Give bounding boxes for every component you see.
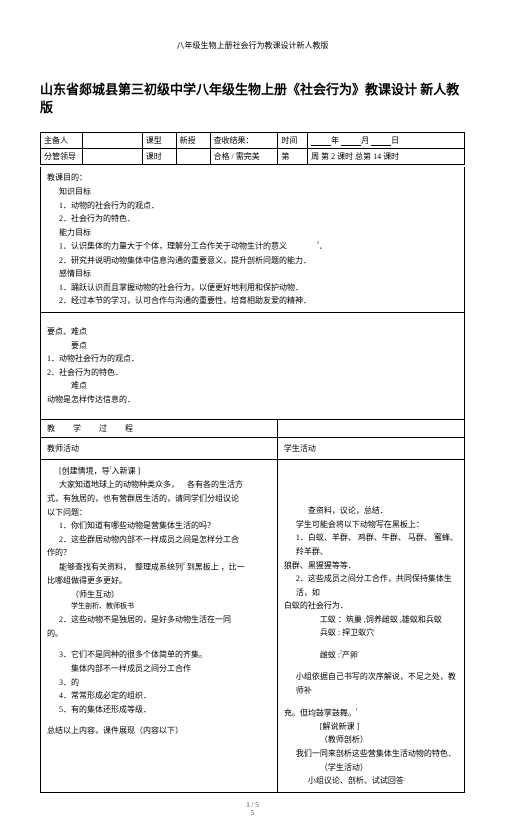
df1: 动物是怎样传达信息的． (47, 393, 458, 407)
activity-content: [创建情境，导²入新课 ] 大家知道地球上的动物种类众多， 各有各的生活方 式，… (40, 460, 465, 793)
ta1: [创建情境，导²入新课 ] (47, 464, 271, 478)
cell-fenguan: 分管领导 (41, 149, 83, 165)
teacher-activity-label: 教师活动 (41, 438, 278, 460)
student-activity-label: 学生活动 (278, 438, 464, 460)
cell-hege: 合格 / 需完美 (210, 149, 278, 165)
ta13: 的。 (47, 627, 271, 641)
emotion-goal: 感情目标 (47, 267, 458, 281)
process-label: 教学过程 (41, 420, 278, 437)
sa3: 1．白蚁、羊群、 鸡群、牛群、 马群、 蜜蜂、 羚羊群、 (284, 531, 458, 558)
document-title: 山东省郯城县第三初级中学八年级生物上册《社会行为》教课设计 新人教版 (40, 81, 465, 117)
ta6: 2．这些群居动物内部不一样成员之间是怎样分工合 (47, 533, 271, 547)
sa2: 学生可能会将以下动物写在黑板上： (284, 518, 458, 532)
ta9: 比哪组做得更多更好。 (47, 574, 271, 588)
ta8: 能够查找有关资料， 整理成系统列² 到黑板上 ，比一 (47, 560, 271, 574)
ta15: 集体内部不一样成员之间分工合作 (47, 662, 271, 676)
ta4: 以下问题： (47, 506, 271, 520)
eg1: 1．踊跃认识而且掌握动物的社会行为，以便更好地利用和保护动物． (47, 281, 458, 295)
cell-keshi-label: 课时 (142, 149, 176, 165)
difficult-title: 难点 (47, 379, 458, 393)
ta14: 3．它们不是同种的很多个体简单的齐集。 (47, 648, 271, 662)
sa9: 雌蚁 :²产卵 (284, 648, 458, 662)
ta18: 5．有的集体还形成等级． (47, 703, 271, 717)
ta7: 作的？ (47, 546, 271, 560)
cell-blank2 (83, 149, 142, 165)
cell-zhuberen: 主备人 (41, 133, 83, 149)
kg1: 1．动物的社会行为的观点． (47, 199, 458, 213)
sa8: 兵蚁 : 捍卫蚁穴 (284, 626, 458, 640)
sa6: 白蚁的社会行为． (284, 599, 458, 613)
sa10: 小组依据自己书写的次序解说，不足之处，教师补 (284, 670, 458, 697)
goals-box: 教课目的： 知识目标 1．动物的社会行为的观点． 2．社会行为的特色． 能力目标… (40, 167, 465, 313)
cell-date: 年 月 日 (308, 133, 465, 149)
sa5: 2．这些成员之间分工合作，共同保持集体生活，如 (284, 572, 458, 599)
cell-time-label: 时间 (278, 133, 308, 149)
cell-zhou: 周 第 2 课时 总第 14 课时 (308, 149, 465, 165)
ag1: 1．认识集体的力量大于个体，理解分工合作关于动物生计的意义²． (47, 239, 458, 253)
ta5: 1．你们知道有哪些动物是营集体生活的吗？ (47, 519, 271, 533)
info-table: 主备人 课型 新授 查收结果： 时间 年 月 日 分管领导 课时 合格 / 需完… (40, 132, 465, 165)
teacher-column: [创建情境，导²入新课 ] 大家知道地球上的动物种类众多， 各有各的生活方 式，… (41, 460, 278, 792)
sa16: 小组议论、剖析、试试回答 (284, 774, 458, 788)
cell-keshi-value (176, 149, 210, 165)
ta3: 式，有独居的，也有营群居生活的，请同学们分组议论 (47, 492, 271, 506)
ta12: 2．这些动物不是独居的，是好多动物生活在一同 (47, 613, 271, 627)
kg2: 2．社会行为的特色． (47, 212, 458, 226)
sa14: 我们一同来剖析这些营集体生活动物的特色． (284, 747, 458, 761)
sa11: 充。但均鼓掌鼓舞。¹ (284, 706, 458, 720)
ta16: 3．的 (47, 676, 271, 690)
sa12: [解说新课 ] (284, 720, 458, 734)
ta11: 学生剖析、教师板书 (47, 601, 271, 613)
points-sub: 要点 (47, 339, 458, 353)
info-row-1: 主备人 课型 新授 查收结果： 时间 年 月 日 (41, 133, 465, 149)
ta17: 4．常常形成必定的组织． (47, 689, 271, 703)
page-footer: 1 / 55 (40, 801, 465, 817)
process-header: 教学过程 (40, 420, 465, 438)
eg2: 2．经过本节的学习，认可合作与沟通的重要性，培育相助友爱的精神． (47, 294, 458, 308)
pt1: 1．动物社会行为的观点． (47, 352, 458, 366)
info-row-2: 分管领导 课时 合格 / 需完美 第 周 第 2 课时 总第 14 课时 (41, 149, 465, 165)
activity-header: 教师活动 学生活动 (40, 438, 465, 461)
sa15: （学生活动） (284, 761, 458, 775)
sa7: 工蚁 ：筑巢 ,饲养雌蚁 ,雄蚁和兵蚁 (284, 613, 458, 627)
sa4: 狼群、黑猩猩等等． (284, 559, 458, 573)
cell-ketype-label: 课型 (142, 133, 176, 149)
goals-title: 教课目的： (47, 171, 458, 185)
ability-goal: 能力目标 (47, 226, 458, 240)
ag2: 2．研究并说明动物集体中信息沟通的重要意义，提升剖析问题的能力． (47, 254, 458, 268)
ta2: 大家知道地球上的动物种类众多， 各有各的生活方 (47, 478, 271, 492)
cell-blank (83, 133, 142, 149)
pt2: 2．社会行为的特色． (47, 366, 458, 380)
student-column: 查资料，议论，总结． 学生可能会将以下动物写在黑板上： 1．白蚁、羊群、 鸡群、… (278, 460, 464, 792)
cell-chasou: 查收结果： (210, 133, 278, 149)
cell-ketype-value: 新授 (176, 133, 210, 149)
process-right (278, 420, 464, 437)
ta19: 总结以上内容，课件展现（内容以下） (47, 724, 271, 738)
points-title: 要点、难点 (47, 325, 458, 339)
knowledge-goal: 知识目标 (47, 185, 458, 199)
page-header: 八年级生物上册社会行为教课设计新人教版 (40, 40, 465, 51)
ta10: （师生互动） (47, 588, 271, 602)
sa13: （教师剖析） (284, 733, 458, 747)
sa1: 查资料，议论，总结． (284, 504, 458, 518)
points-box: 要点、难点 要点 1．动物社会行为的观点． 2．社会行为的特色． 难点 动物是怎… (40, 313, 465, 420)
cell-di: 第 (278, 149, 308, 165)
